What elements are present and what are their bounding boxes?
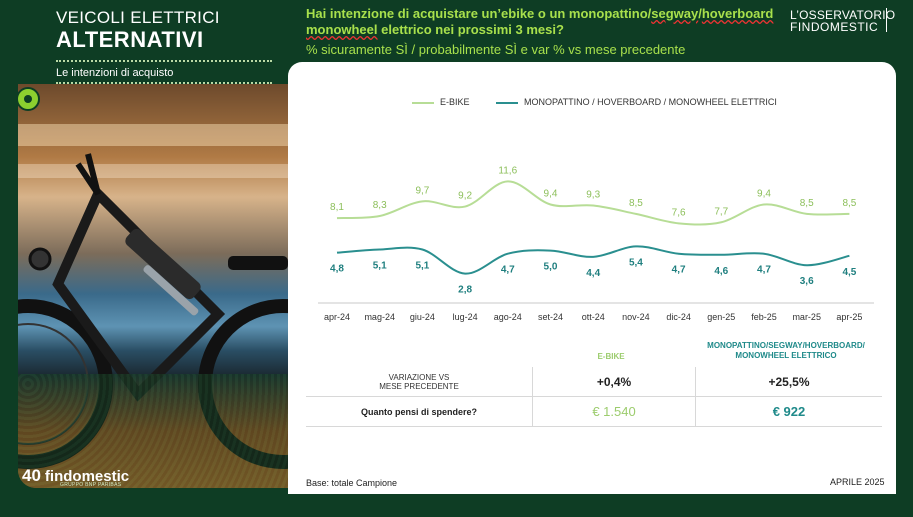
data-label-mono-4: 4,7: [501, 265, 515, 276]
base-note: Base: totale Campione: [306, 478, 398, 488]
legend-label-mono: MONOPATTINO / HOVERBOARD / MONOWHEEL ELE…: [524, 97, 777, 107]
brand-name-line1: L’OSSERVATORIO: [790, 8, 896, 22]
data-label-ebike-11: 8,5: [800, 198, 814, 209]
data-label-mono-3: 2,8: [458, 285, 472, 296]
table-row-spend: Quanto pensi di spendere? € 1.540 € 922: [306, 396, 882, 427]
legend-item-ebike: E-BIKE: [412, 97, 470, 107]
data-label-mono-10: 4,7: [757, 265, 771, 276]
data-label-mono-7: 5,4: [629, 257, 643, 268]
data-label-ebike-9: 7,7: [714, 206, 728, 217]
data-label-ebike-5: 9,4: [544, 188, 558, 199]
logo-anniversary-number: 40: [22, 466, 41, 485]
metric-description: % sicuramente SÌ / probabilmente SÌ e va…: [306, 42, 686, 57]
ebike-photo: [18, 84, 288, 488]
question-text-1: Hai intenzione di acquistare un’ebike o …: [306, 6, 652, 21]
line-chart: 8,1 8,3 9,7 9,2 11,6 9,4 9,3 8,5 7,6 7,7 9,4 8,5 8,5…: [318, 165, 874, 322]
variation-mono: +25,5%: [695, 367, 882, 397]
survey-question: Hai intenzione di acquistare un’ebike o …: [306, 6, 786, 38]
question-text-segway: segway: [651, 6, 699, 21]
row-label-variation-line2: MESE PRECEDENTE: [379, 381, 459, 391]
data-label-ebike-8: 7,6: [672, 207, 686, 218]
data-label-mono-0: 4,8: [330, 264, 344, 275]
spend-ebike: € 1.540: [532, 396, 696, 427]
data-label-ebike-1: 8,3: [373, 200, 387, 211]
section-title-line2: ALTERNATIVI: [56, 27, 204, 52]
data-label-ebike-10: 9,4: [757, 188, 771, 199]
data-label-mono-1: 5,1: [373, 261, 387, 272]
brand-box: [786, 8, 887, 32]
series-line-mono: [336, 245, 850, 275]
observatory-badge-icon: [16, 87, 40, 111]
x-tick-label-6: ott-24: [582, 312, 605, 322]
data-label-ebike-12: 8,5: [842, 198, 856, 209]
data-label-mono-6: 4,4: [586, 268, 600, 279]
x-tick-label-1: mag-24: [364, 312, 395, 322]
x-tick-label-3: lug-24: [453, 312, 478, 322]
data-label-ebike-6: 9,3: [586, 190, 600, 201]
dotted-divider-bottom: [56, 82, 272, 84]
question-text-slash: /: [698, 6, 702, 21]
section-title-line1: VEICOLI ELETTRICI: [56, 8, 220, 27]
data-label-mono-8: 4,7: [672, 265, 686, 276]
question-text-hoverboard: hoverboard: [701, 6, 774, 21]
spend-mono: € 922: [695, 396, 882, 427]
data-label-mono-2: 5,1: [415, 261, 429, 272]
data-label-mono-12: 4,5: [842, 267, 856, 278]
table-col-header-ebike: E-BIKE: [597, 352, 625, 361]
data-label-ebike-4: 11,6: [498, 165, 517, 176]
legend-item-mono: MONOPATTINO / HOVERBOARD / MONOWHEEL ELE…: [496, 97, 777, 107]
photo-light-streak-1: [18, 124, 288, 146]
x-tick-label-12: apr-25: [836, 312, 862, 322]
section-subtitle: Le intenzioni di acquisto: [56, 67, 174, 79]
table-col-header-mono: MONOPATTINO/SEGWAY/HOVERBOARD/ MONOWHEEL…: [690, 341, 882, 361]
x-tick-label-2: giu-24: [410, 312, 435, 322]
table-col-header-mono-line1: MONOPATTINO/SEGWAY/HOVERBOARD/: [707, 341, 865, 350]
brand-name-line2: FINDOMESTIC: [790, 20, 879, 34]
x-tick-label-10: feb-25: [751, 312, 777, 322]
data-label-ebike-2: 9,7: [415, 185, 429, 196]
x-tick-label-8: dic-24: [666, 312, 691, 322]
logo-name: findomestic: [44, 468, 130, 485]
logo-subtitle: GRUPPO BNP PARIBAS: [60, 482, 122, 488]
data-label-ebike-0: 8,1: [330, 202, 344, 213]
row-label-variation-line1: VARIAZIONE VS: [388, 372, 450, 382]
x-tick-label-5: set-24: [538, 312, 563, 322]
data-label-mono-11: 3,6: [800, 276, 814, 287]
question-text-monowheel: monowheel: [306, 22, 378, 37]
row-label-variation: VARIAZIONE VS MESE PRECEDENTE: [306, 367, 533, 397]
legend-swatch-mono: [496, 101, 518, 104]
x-tick-label-11: mar-25: [792, 312, 821, 322]
x-tick-label-4: ago-24: [494, 312, 522, 322]
data-label-mono-5: 5,0: [544, 262, 558, 273]
legend-label-ebike: E-BIKE: [440, 97, 470, 107]
data-label-ebike-7: 8,5: [629, 198, 643, 209]
legend-swatch-ebike: [412, 101, 434, 104]
question-text-3: elettrico nei prossimi 3 mesi?: [377, 22, 564, 37]
data-label-ebike-3: 9,2: [458, 191, 472, 202]
row-label-spend: Quanto pensi di spendere?: [306, 396, 533, 427]
table-row-variation: VARIAZIONE VS MESE PRECEDENTE +0,4% +25,…: [306, 367, 882, 397]
dotted-divider-top: [56, 60, 272, 62]
report-date: APRILE 2025: [830, 477, 885, 487]
x-tick-label-9: gen-25: [707, 312, 735, 322]
table-col-header-mono-line2: MONOWHEEL ELETTRICO: [735, 351, 837, 360]
findomestic-logo: 40 findomestic: [22, 466, 129, 486]
photo-ground-texture: [18, 374, 288, 488]
x-tick-label-7: nov-24: [622, 312, 650, 322]
series-line-ebike: [336, 180, 850, 226]
summary-table: VARIAZIONE VS MESE PRECEDENTE +0,4% +25,…: [306, 367, 882, 427]
variation-ebike: +0,4%: [532, 367, 696, 397]
data-label-mono-9: 4,6: [714, 266, 728, 277]
x-tick-label-0: apr-24: [324, 312, 350, 322]
